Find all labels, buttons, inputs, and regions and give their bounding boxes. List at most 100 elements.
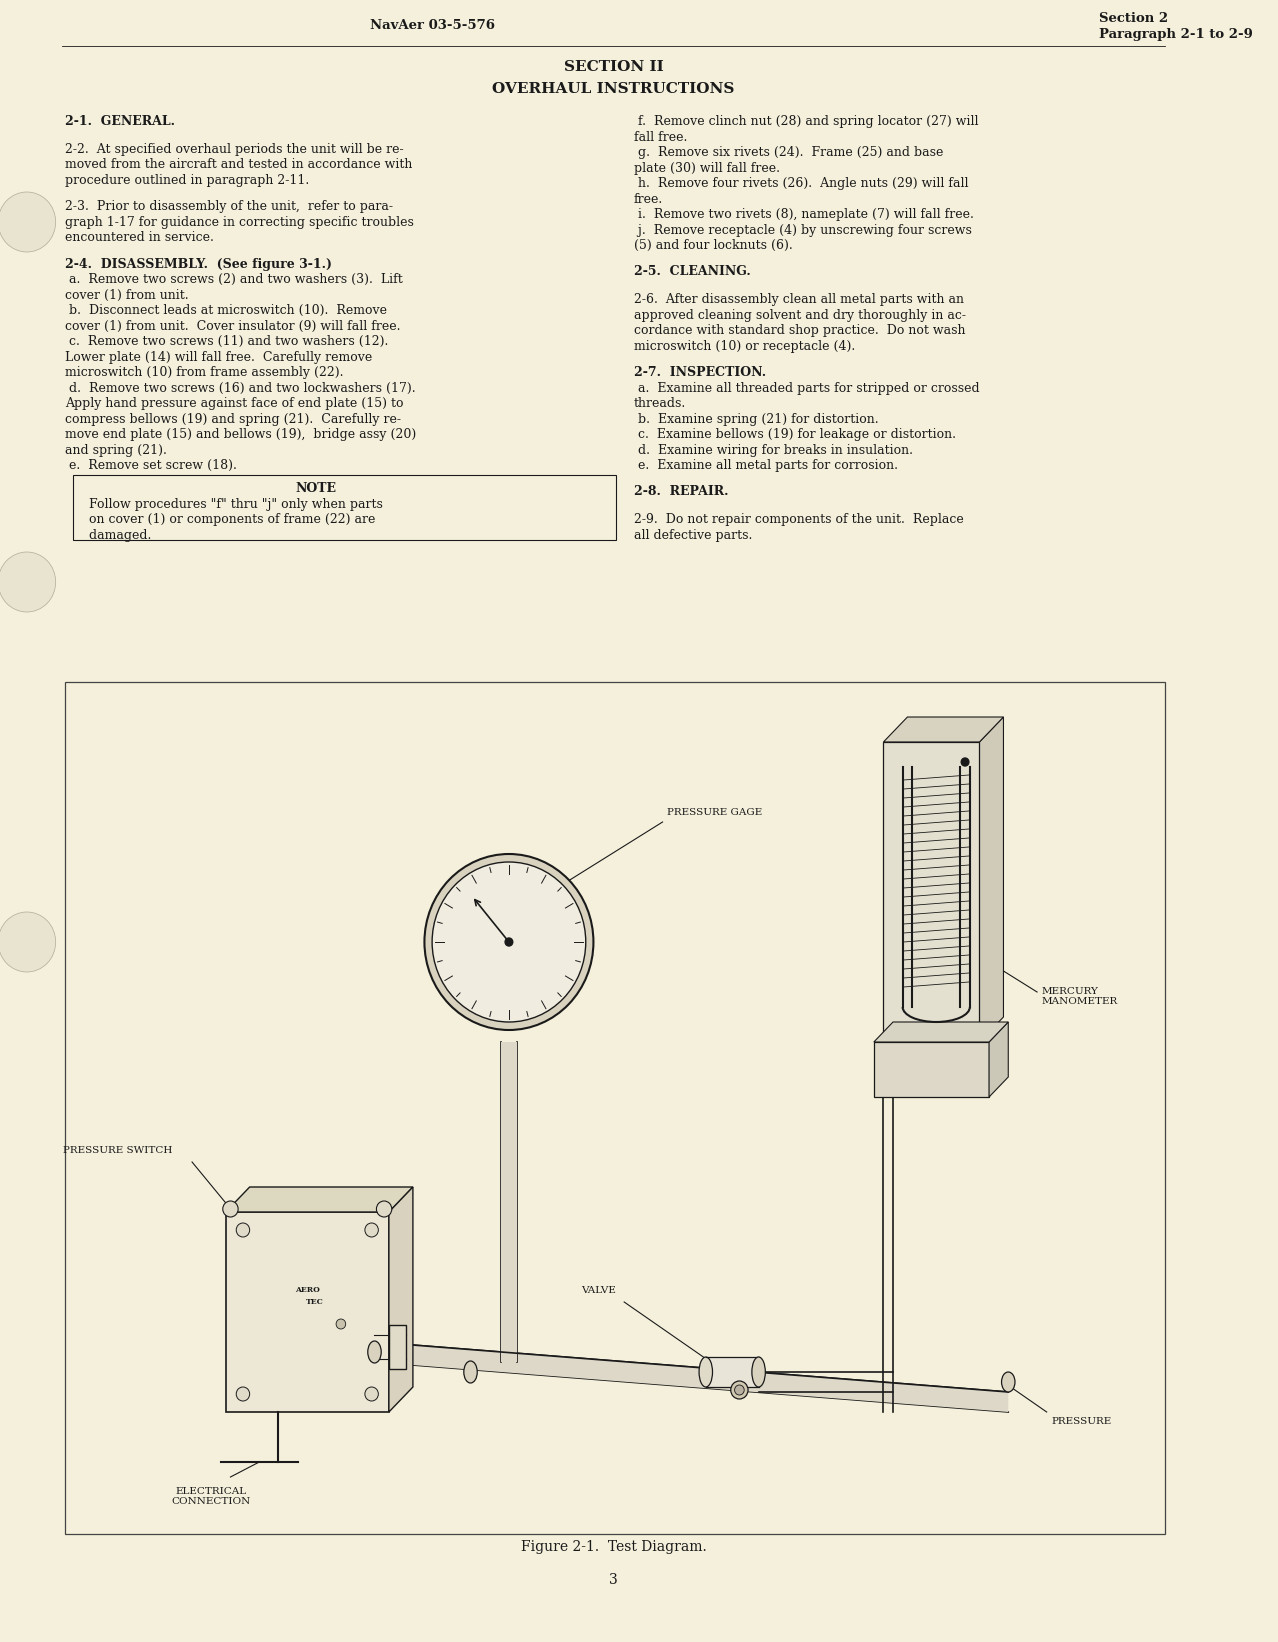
Polygon shape bbox=[226, 1187, 413, 1212]
Text: cordance with standard shop practice.  Do not wash: cordance with standard shop practice. Do… bbox=[634, 323, 965, 337]
Ellipse shape bbox=[368, 1342, 381, 1363]
Text: plate (30) will fall free.: plate (30) will fall free. bbox=[634, 161, 780, 174]
Ellipse shape bbox=[464, 1361, 477, 1383]
Text: microswitch (10) or receptacle (4).: microswitch (10) or receptacle (4). bbox=[634, 340, 855, 353]
Text: all defective parts.: all defective parts. bbox=[634, 529, 753, 542]
Circle shape bbox=[424, 854, 593, 1030]
Text: and spring (21).: and spring (21). bbox=[65, 443, 167, 456]
Text: g.  Remove six rivets (24).  Frame (25) and base: g. Remove six rivets (24). Frame (25) an… bbox=[634, 146, 943, 159]
Text: b.  Disconnect leads at microswitch (10).  Remove: b. Disconnect leads at microswitch (10).… bbox=[65, 304, 387, 317]
Circle shape bbox=[0, 552, 56, 612]
Text: Apply hand pressure against face of end plate (15) to: Apply hand pressure against face of end … bbox=[65, 397, 404, 410]
Text: c.  Examine bellows (19) for leakage or distortion.: c. Examine bellows (19) for leakage or d… bbox=[634, 429, 956, 442]
Circle shape bbox=[366, 1223, 378, 1236]
Polygon shape bbox=[979, 718, 1003, 1043]
Text: h.  Remove four rivets (26).  Angle nuts (29) will fall: h. Remove four rivets (26). Angle nuts (… bbox=[634, 177, 969, 190]
Circle shape bbox=[505, 938, 512, 946]
Text: NavAer 03-5-576: NavAer 03-5-576 bbox=[369, 20, 495, 31]
Text: 2-2.  At specified overhaul periods the unit will be re-: 2-2. At specified overhaul periods the u… bbox=[65, 143, 404, 156]
Text: j.  Remove receptacle (4) by unscrewing four screws: j. Remove receptacle (4) by unscrewing f… bbox=[634, 223, 971, 236]
Text: e.  Examine all metal parts for corrosion.: e. Examine all metal parts for corrosion… bbox=[634, 460, 897, 473]
Text: 2-6.  After disassembly clean all metal parts with an: 2-6. After disassembly clean all metal p… bbox=[634, 294, 964, 307]
Bar bbox=[874, 1043, 989, 1097]
Text: PRESSURE GAGE: PRESSURE GAGE bbox=[667, 808, 763, 818]
Text: fall free.: fall free. bbox=[634, 130, 688, 143]
Text: f.  Remove clinch nut (28) and spring locator (27) will: f. Remove clinch nut (28) and spring loc… bbox=[634, 115, 978, 128]
Text: microswitch (10) from frame assembly (22).: microswitch (10) from frame assembly (22… bbox=[65, 366, 344, 379]
Ellipse shape bbox=[1002, 1373, 1015, 1392]
Text: 2-8.  REPAIR.: 2-8. REPAIR. bbox=[634, 486, 728, 499]
Text: c.  Remove two screws (11) and two washers (12).: c. Remove two screws (11) and two washer… bbox=[65, 335, 389, 348]
Circle shape bbox=[432, 862, 585, 1021]
Circle shape bbox=[377, 1200, 392, 1217]
Bar bbox=[705, 1356, 759, 1387]
Text: b.  Examine spring (21) for distortion.: b. Examine spring (21) for distortion. bbox=[634, 412, 878, 425]
Polygon shape bbox=[874, 1021, 1008, 1043]
Bar bbox=[226, 1212, 389, 1412]
Text: e.  Remove set screw (18).: e. Remove set screw (18). bbox=[65, 460, 238, 473]
Text: a.  Remove two screws (2) and two washers (3).  Lift: a. Remove two screws (2) and two washers… bbox=[65, 273, 403, 286]
Polygon shape bbox=[883, 718, 1003, 742]
Text: procedure outlined in paragraph 2-11.: procedure outlined in paragraph 2-11. bbox=[65, 174, 309, 187]
Text: a.  Examine all threaded parts for stripped or crossed: a. Examine all threaded parts for stripp… bbox=[634, 381, 979, 394]
Text: Paragraph 2-1 to 2-9: Paragraph 2-1 to 2-9 bbox=[1099, 28, 1254, 41]
Circle shape bbox=[731, 1381, 748, 1399]
Text: 2-4.  DISASSEMBLY.  (See figure 3-1.): 2-4. DISASSEMBLY. (See figure 3-1.) bbox=[65, 258, 332, 271]
Text: cover (1) from unit.  Cover insulator (9) will fall free.: cover (1) from unit. Cover insulator (9)… bbox=[65, 320, 401, 333]
Text: threads.: threads. bbox=[634, 397, 686, 410]
Bar bbox=[501, 1043, 516, 1361]
Text: VALVE: VALVE bbox=[581, 1286, 616, 1296]
Text: encountered in service.: encountered in service. bbox=[65, 232, 215, 245]
Circle shape bbox=[236, 1387, 249, 1401]
Text: d.  Remove two screws (16) and two lockwashers (17).: d. Remove two screws (16) and two lockwa… bbox=[65, 381, 415, 394]
Ellipse shape bbox=[751, 1356, 766, 1387]
Bar bbox=[73, 475, 616, 540]
Text: AERO: AERO bbox=[295, 1286, 320, 1294]
Text: free.: free. bbox=[634, 192, 663, 205]
Circle shape bbox=[366, 1387, 378, 1401]
Bar bbox=[65, 681, 1164, 1534]
Text: 2-5.  CLEANING.: 2-5. CLEANING. bbox=[634, 266, 750, 279]
Text: TEC: TEC bbox=[307, 1297, 323, 1305]
Text: graph 1-17 for guidance in correcting specific troubles: graph 1-17 for guidance in correcting sp… bbox=[65, 215, 414, 228]
Text: move end plate (15) and bellows (19),  bridge assy (20): move end plate (15) and bellows (19), br… bbox=[65, 429, 417, 442]
Circle shape bbox=[236, 1223, 249, 1236]
Text: PRESSURE SWITCH: PRESSURE SWITCH bbox=[64, 1146, 173, 1154]
Text: Section 2: Section 2 bbox=[1099, 11, 1168, 25]
Text: Follow procedures "f" thru "j" only when parts: Follow procedures "f" thru "j" only when… bbox=[84, 498, 382, 511]
Circle shape bbox=[222, 1200, 238, 1217]
Polygon shape bbox=[989, 1021, 1008, 1097]
Polygon shape bbox=[389, 1187, 413, 1412]
Text: 2-9.  Do not repair components of the unit.  Replace: 2-9. Do not repair components of the uni… bbox=[634, 514, 964, 527]
Text: 3: 3 bbox=[610, 1573, 619, 1588]
Polygon shape bbox=[374, 1342, 1008, 1412]
Text: PRESSURE: PRESSURE bbox=[1052, 1417, 1112, 1425]
Bar bbox=[389, 1325, 406, 1369]
Bar bbox=[883, 742, 979, 1043]
Text: on cover (1) or components of frame (22) are: on cover (1) or components of frame (22)… bbox=[84, 514, 374, 527]
Text: 2-3.  Prior to disassembly of the unit,  refer to para-: 2-3. Prior to disassembly of the unit, r… bbox=[65, 200, 394, 213]
Text: SECTION II: SECTION II bbox=[564, 61, 663, 74]
Text: OVERHAUL INSTRUCTIONS: OVERHAUL INSTRUCTIONS bbox=[492, 82, 735, 95]
Circle shape bbox=[961, 759, 969, 767]
Text: NOTE: NOTE bbox=[295, 483, 337, 496]
Circle shape bbox=[0, 911, 56, 972]
Circle shape bbox=[336, 1319, 345, 1328]
Text: compress bellows (19) and spring (21).  Carefully re-: compress bellows (19) and spring (21). C… bbox=[65, 412, 401, 425]
Text: Lower plate (14) will fall free.  Carefully remove: Lower plate (14) will fall free. Careful… bbox=[65, 351, 373, 363]
Ellipse shape bbox=[699, 1356, 713, 1387]
Text: i.  Remove two rivets (8), nameplate (7) will fall free.: i. Remove two rivets (8), nameplate (7) … bbox=[634, 209, 974, 222]
Text: moved from the aircraft and tested in accordance with: moved from the aircraft and tested in ac… bbox=[65, 158, 413, 171]
Text: (5) and four locknuts (6).: (5) and four locknuts (6). bbox=[634, 240, 792, 251]
Text: approved cleaning solvent and dry thoroughly in ac-: approved cleaning solvent and dry thorou… bbox=[634, 309, 966, 322]
Circle shape bbox=[0, 192, 56, 251]
Text: MERCURY
MANOMETER: MERCURY MANOMETER bbox=[1042, 987, 1118, 1007]
Circle shape bbox=[735, 1384, 744, 1396]
Text: ELECTRICAL
CONNECTION: ELECTRICAL CONNECTION bbox=[171, 1488, 250, 1506]
Text: 2-7.  INSPECTION.: 2-7. INSPECTION. bbox=[634, 366, 766, 379]
Text: damaged.: damaged. bbox=[84, 529, 151, 542]
Text: cover (1) from unit.: cover (1) from unit. bbox=[65, 289, 189, 302]
Text: 2-1.  GENERAL.: 2-1. GENERAL. bbox=[65, 115, 175, 128]
Text: d.  Examine wiring for breaks in insulation.: d. Examine wiring for breaks in insulati… bbox=[634, 443, 912, 456]
Text: Figure 2-1.  Test Diagram.: Figure 2-1. Test Diagram. bbox=[520, 1540, 707, 1553]
